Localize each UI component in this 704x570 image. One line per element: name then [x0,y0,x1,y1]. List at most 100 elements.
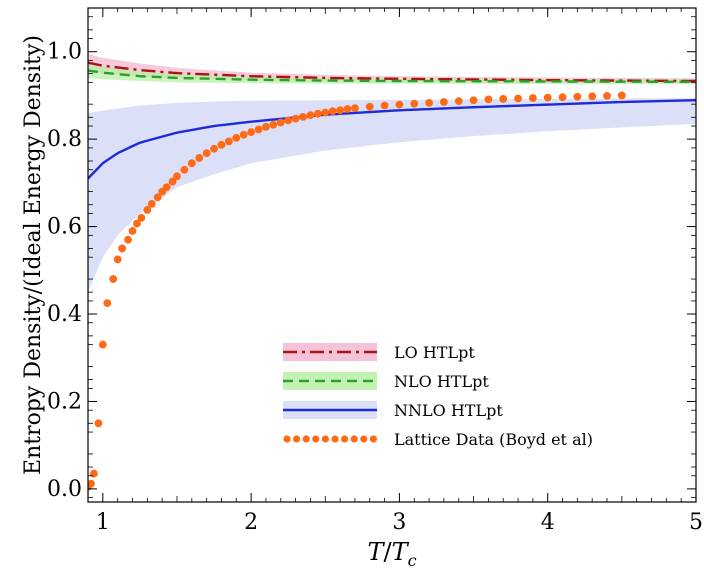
x-axis-label: T/Tc [367,538,416,570]
lattice-point [143,206,152,214]
lattice-point [528,94,537,102]
lattice-point [380,101,389,110]
legend-swatch-band [283,372,377,390]
lattice-point [124,235,132,244]
lattice-point [173,172,181,181]
legend-swatch-dot [293,435,301,443]
x-axis-label-main: T [367,538,385,566]
line-lo-htlpt [88,61,696,83]
lattice-point [617,91,626,100]
lattice-point [328,107,337,116]
lattice-point [499,95,508,103]
lattice-point [254,125,263,134]
legend-swatch-dot [341,435,349,443]
lattice-point [247,128,256,137]
lattice-point [284,116,293,125]
y-tick-label: 1.0 [47,40,82,65]
lattice-point [153,193,162,202]
axis-ticks [87,8,697,502]
lattice-point [306,111,315,120]
lattice-point [210,144,218,153]
lattice-point [137,213,146,222]
lattice-point [187,159,196,168]
lattice-point [98,340,107,349]
lattice-point [410,99,419,108]
lattice-point [262,123,270,131]
lattice-point [168,177,177,186]
plot-frame [87,7,697,503]
lattice-point [109,275,118,283]
lattice-point [232,133,241,142]
legend-swatch-dot [302,435,310,443]
lattice-point [195,154,204,162]
series-lines [88,61,696,180]
lattice-point [469,96,478,105]
lattice-point [573,92,582,101]
legend-swatch-dot [331,435,339,443]
legend-label: LO HTLpt [394,343,475,362]
lattice-point [543,93,552,102]
x-axis-label-subscript: c [408,551,417,570]
lattice-point [90,469,98,478]
legend-label: NLO HTLpt [394,372,489,391]
lattice-point [321,108,330,117]
lattice-point [440,98,448,106]
lattice-point [588,92,597,101]
lattice-point [514,94,522,103]
x-tick-label: 4 [541,510,555,535]
legend-swatch-dot [350,435,358,443]
lattice-point [484,95,493,104]
legend: LO HTLpt NLO HTLpt NNLO HTLpt Lattice Data … [283,343,593,449]
x-tick-label: 2 [244,510,258,535]
lattice-point [94,419,103,428]
line-nnlo-htlpt [88,99,696,180]
lattice-point [299,112,307,121]
lattice-point [291,114,300,123]
lattice-points [88,91,626,491]
band-nnlo-htlpt [88,98,696,293]
legend-item: LO HTLpt [283,343,475,362]
lattice-point [224,137,233,146]
lattice-point [558,93,567,102]
x-axis-label-sub-base: T [392,538,410,566]
lattice-point [276,118,285,127]
legend-swatch-dot [360,435,368,443]
legend-item: NLO HTLpt [283,372,489,391]
x-tick-label: 5 [689,510,703,535]
lattice-point [395,100,404,109]
y-tick-label: 0.2 [47,389,82,414]
lattice-point [88,479,95,488]
legend-label: Lattice Data (Boyd et al) [394,430,593,449]
lattice-point [269,120,278,129]
y-axis-label: Entropy Density/(Ideal Energy Density) [21,35,46,475]
lattice-point [239,130,248,139]
legend-swatch-dot [321,435,329,443]
lattice-point [351,104,359,113]
lattice-point [128,227,137,235]
legend-label: NNLO HTLpt [394,401,503,420]
legend-swatch-dot [283,435,291,443]
lattice-point [113,255,122,264]
x-axis-label-sep: / [383,538,392,566]
lattice-point [343,105,352,113]
legend-swatch-dot [312,435,320,443]
lattice-point [603,91,611,100]
x-tick-label: 3 [392,510,406,535]
line-nlo-htlpt [88,69,696,84]
lattice-point [162,183,171,192]
lattice-point [425,98,433,107]
lattice-point [103,299,112,307]
x-tick-label: 1 [96,510,110,535]
y-tick-label: 0.8 [47,127,82,152]
lattice-point [336,106,344,115]
uncertainty-bands [88,53,696,293]
lattice-point [454,97,463,106]
legend-item: NNLO HTLpt [283,401,503,420]
lattice-point [147,199,156,208]
legend-swatch-dot [369,435,377,443]
lattice-point [365,102,374,111]
lattice-point [313,109,322,118]
y-tick-label: 0.4 [47,302,82,327]
legend-item: Lattice Data (Boyd et al) [283,430,593,449]
